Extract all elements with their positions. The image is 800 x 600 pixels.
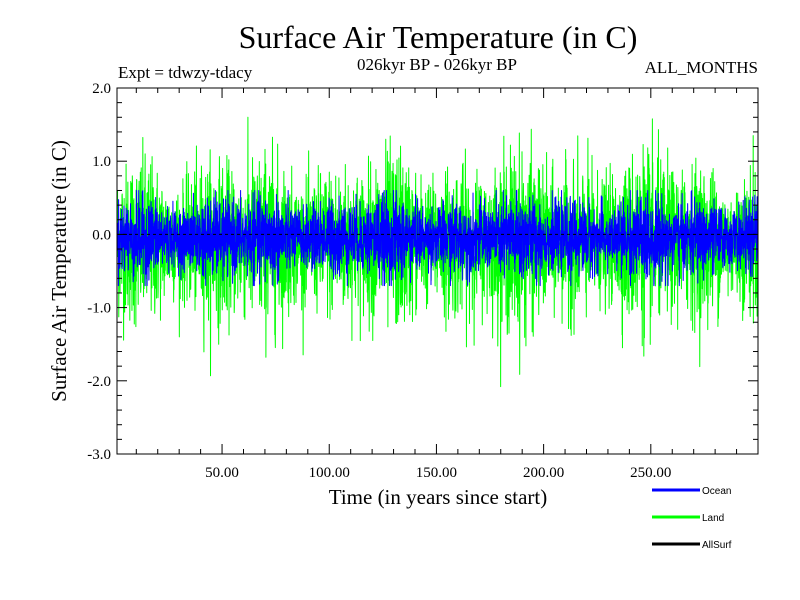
y-tick-label: 0.0	[92, 227, 111, 243]
x-tick-label: 50.00	[205, 465, 239, 481]
x-tick-label: 250.00	[630, 465, 671, 481]
x-axis-label: Time (in years since start)	[329, 485, 548, 509]
y-tick-label: -2.0	[87, 374, 111, 390]
x-tick-label: 200.00	[523, 465, 564, 481]
x-tick-label: 150.00	[416, 465, 457, 481]
chart-title: Surface Air Temperature (in C)	[239, 19, 638, 55]
y-tick-label: 1.0	[92, 154, 111, 170]
legend-label-allsurf: AllSurf	[702, 540, 732, 551]
series-line-ocean	[117, 189, 758, 287]
chart-subtitle-center: 026kyr BP - 026kyr BP	[357, 55, 517, 74]
plot-frame	[116, 87, 759, 455]
tick-layer: 50.00 100.00 150.00 200.00 250.00 2.0 1.0 0.0 -1…	[87, 81, 758, 481]
series-layer	[117, 116, 758, 388]
y-tick-label: -1.0	[87, 301, 111, 317]
y-tick-label: 2.0	[92, 81, 111, 97]
y-axis-label: Surface Air Temperature (in C)	[47, 140, 71, 402]
chart-subtitle-right: ALL_MONTHS	[645, 58, 758, 77]
x-tick-label: 100.00	[309, 465, 350, 481]
legend-label-ocean: Ocean	[702, 486, 731, 497]
y-tick-label: -3.0	[87, 447, 111, 463]
legend: Ocean Land AllSurf	[652, 486, 732, 551]
legend-label-land: Land	[702, 513, 724, 524]
chart-subtitle-left: Expt = tdwzy-tdacy	[118, 63, 253, 82]
